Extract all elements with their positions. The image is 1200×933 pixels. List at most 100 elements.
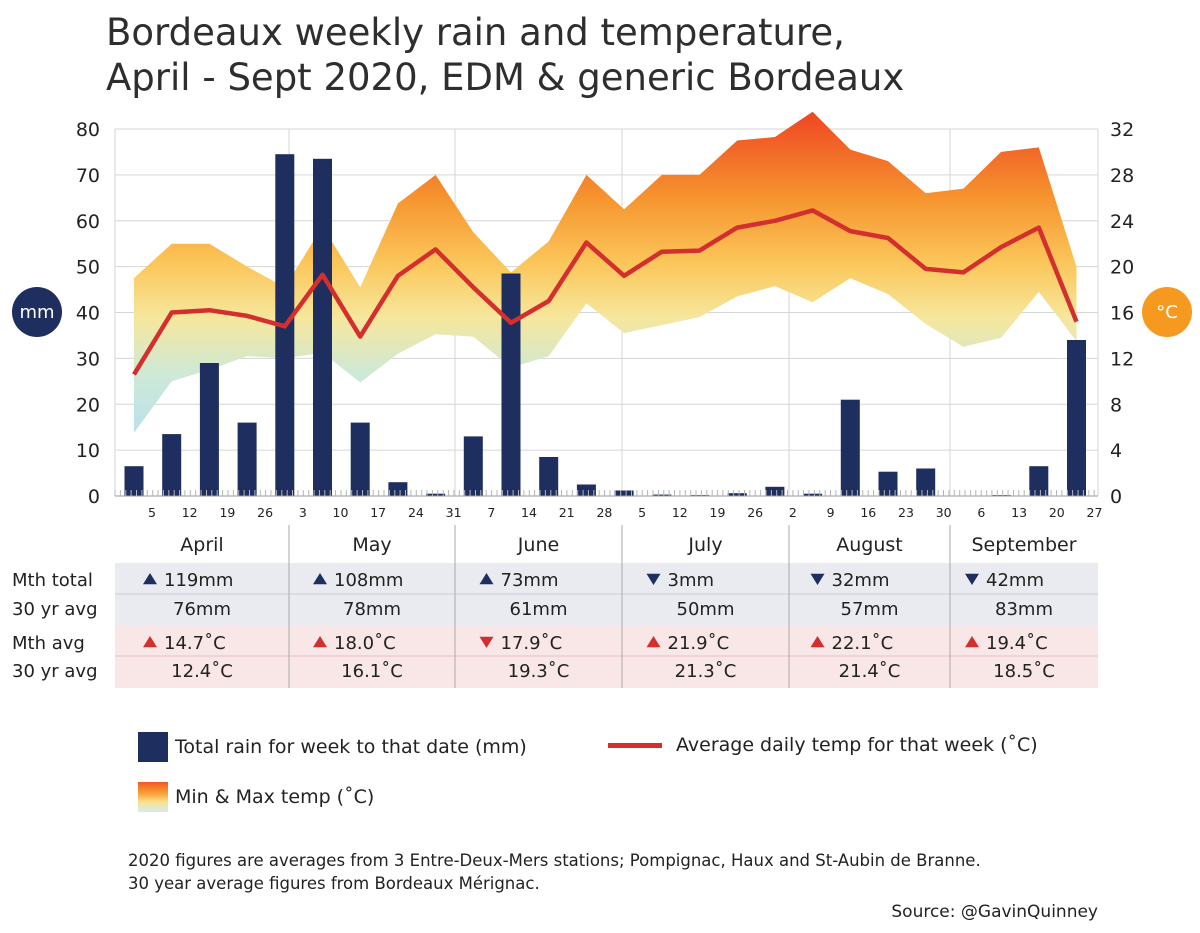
data-table-background	[115, 525, 1098, 688]
rain-bar	[652, 494, 672, 496]
rain-bar	[1029, 466, 1049, 496]
rain-bar	[426, 493, 446, 496]
source-credit: Source: @GavinQuinney	[891, 902, 1098, 922]
x-tick-label: 10	[333, 505, 349, 520]
rain-bar	[878, 471, 898, 496]
celsius-unit-badge: °C	[1142, 287, 1192, 337]
x-tick-label: 14	[521, 505, 537, 520]
rain-bar	[162, 434, 182, 496]
x-tick-label: 2	[789, 505, 797, 520]
title-line-1: Bordeaux weekly rain and temperature,	[106, 11, 845, 54]
up-arrow-icon	[479, 573, 494, 585]
rain-bar	[1067, 340, 1086, 496]
rain-bar	[501, 273, 521, 496]
month-label: June	[517, 534, 559, 556]
temp-30yr-avg: 21.3˚C	[675, 661, 737, 682]
month-label: May	[352, 534, 391, 556]
x-tick-label: 31	[446, 505, 462, 520]
rain-bar	[350, 422, 370, 496]
y-left-tick-label: 50	[76, 257, 100, 279]
temp-month-avg: 19.4˚C	[986, 633, 1048, 654]
rain-bar	[614, 490, 634, 496]
month-label: April	[180, 534, 223, 556]
x-tick-label: 30	[936, 505, 952, 520]
rain-30yr-avg: 57mm	[841, 599, 899, 620]
up-arrow-icon	[646, 636, 661, 648]
rain-30yr-avg: 76mm	[173, 599, 231, 620]
temp-month-avg: 18.0˚C	[334, 633, 396, 654]
up-arrow-icon	[143, 636, 157, 648]
x-tick-label: 19	[710, 505, 726, 520]
y-right-tick-label: 32	[1110, 119, 1134, 141]
footnote-2: 30 year average figures from Bordeaux Mé…	[128, 874, 540, 893]
rain-30yr-avg: 83mm	[995, 599, 1053, 620]
month-label: July	[687, 534, 722, 556]
rain-30yr-avg: 61mm	[510, 599, 568, 620]
up-arrow-icon	[810, 636, 825, 648]
legend-avg-temp: Average daily temp for that week (˚C)	[608, 734, 1038, 756]
down-arrow-icon	[646, 573, 661, 585]
y-left-tick-label: 10	[76, 440, 100, 462]
footnote-1: 2020 figures are averages from 3 Entre-D…	[128, 851, 981, 870]
y-right-tick-label: 0	[1110, 486, 1122, 508]
rain-bar	[539, 457, 559, 496]
month-label: August	[836, 534, 903, 556]
y-left-tick-label: 60	[76, 211, 100, 233]
x-tick-label: 16	[860, 505, 876, 520]
temp-month-avg: 21.9˚C	[668, 633, 730, 654]
legend-min-max-label: Min & Max temp (˚C)	[175, 786, 375, 808]
x-tick-label: 17	[370, 505, 386, 520]
legend-avg-temp-label: Average daily temp for that week (˚C)	[676, 734, 1038, 756]
temp-month-avg: 14.7˚C	[164, 633, 226, 654]
y-left-tick-label: 70	[76, 165, 100, 187]
up-arrow-icon	[965, 636, 979, 648]
rain-bar	[237, 422, 257, 496]
rain-month-total: 119mm	[164, 570, 233, 591]
y-right-tick-label: 28	[1110, 165, 1134, 187]
legend-min-max-swatch	[138, 782, 168, 812]
rain-bar	[313, 158, 332, 497]
y-left-tick-label: 80	[76, 119, 100, 141]
x-tick-label: 5	[638, 505, 646, 520]
avg-temp-series-line	[132, 208, 1079, 376]
y-right-tick-label: 16	[1110, 303, 1134, 325]
x-tick-label: 6	[977, 505, 985, 520]
month-label: September	[971, 534, 1076, 556]
table-row-label: 30 yr avg	[12, 599, 98, 620]
x-tick-label: 26	[747, 505, 763, 520]
temp-30yr-avg: 21.4˚C	[839, 661, 901, 682]
x-tick-label: 3	[299, 505, 307, 520]
data-table: April May June July August September Mth total…	[12, 534, 1077, 682]
legend-avg-temp-swatch	[608, 742, 662, 748]
legend-rain-label: Total rain for week to that date (mm)	[175, 736, 527, 758]
chart-title: Bordeaux weekly rain and temperature, Ap…	[106, 10, 904, 100]
y-right-tick-label: 20	[1110, 257, 1134, 279]
rain-bar	[124, 466, 144, 496]
x-tick-label: 23	[898, 505, 914, 520]
rain-month-total: 32mm	[832, 570, 890, 591]
x-tick-label: 5	[148, 505, 156, 520]
x-tick-label: 13	[1011, 505, 1027, 520]
rain-bar	[388, 482, 408, 496]
y-right-tick-label: 12	[1110, 348, 1134, 370]
up-arrow-icon	[313, 573, 327, 585]
y-right-tick-label: 24	[1110, 211, 1134, 233]
table-row-label: Mth total	[12, 570, 93, 591]
table-row-label: 30 yr avg	[12, 661, 98, 682]
rain-bar	[916, 468, 936, 496]
min-max-temp-band	[134, 111, 1077, 433]
x-tick-label: 7	[487, 505, 495, 520]
footnotes: 2020 figures are averages from 3 Entre-D…	[128, 849, 981, 895]
temp-month-avg: 17.9˚C	[501, 633, 563, 654]
y-right-tick-label: 8	[1110, 394, 1122, 416]
avg-temp-line	[132, 208, 1079, 376]
x-tick-label: 28	[596, 505, 612, 520]
mm-unit-badge: mm	[12, 287, 62, 337]
temp-30yr-avg: 19.3˚C	[508, 661, 570, 682]
x-tick-label: 12	[672, 505, 688, 520]
rain-month-total: 108mm	[334, 570, 403, 591]
rain-bar	[463, 436, 483, 496]
rain-bar	[727, 493, 747, 496]
